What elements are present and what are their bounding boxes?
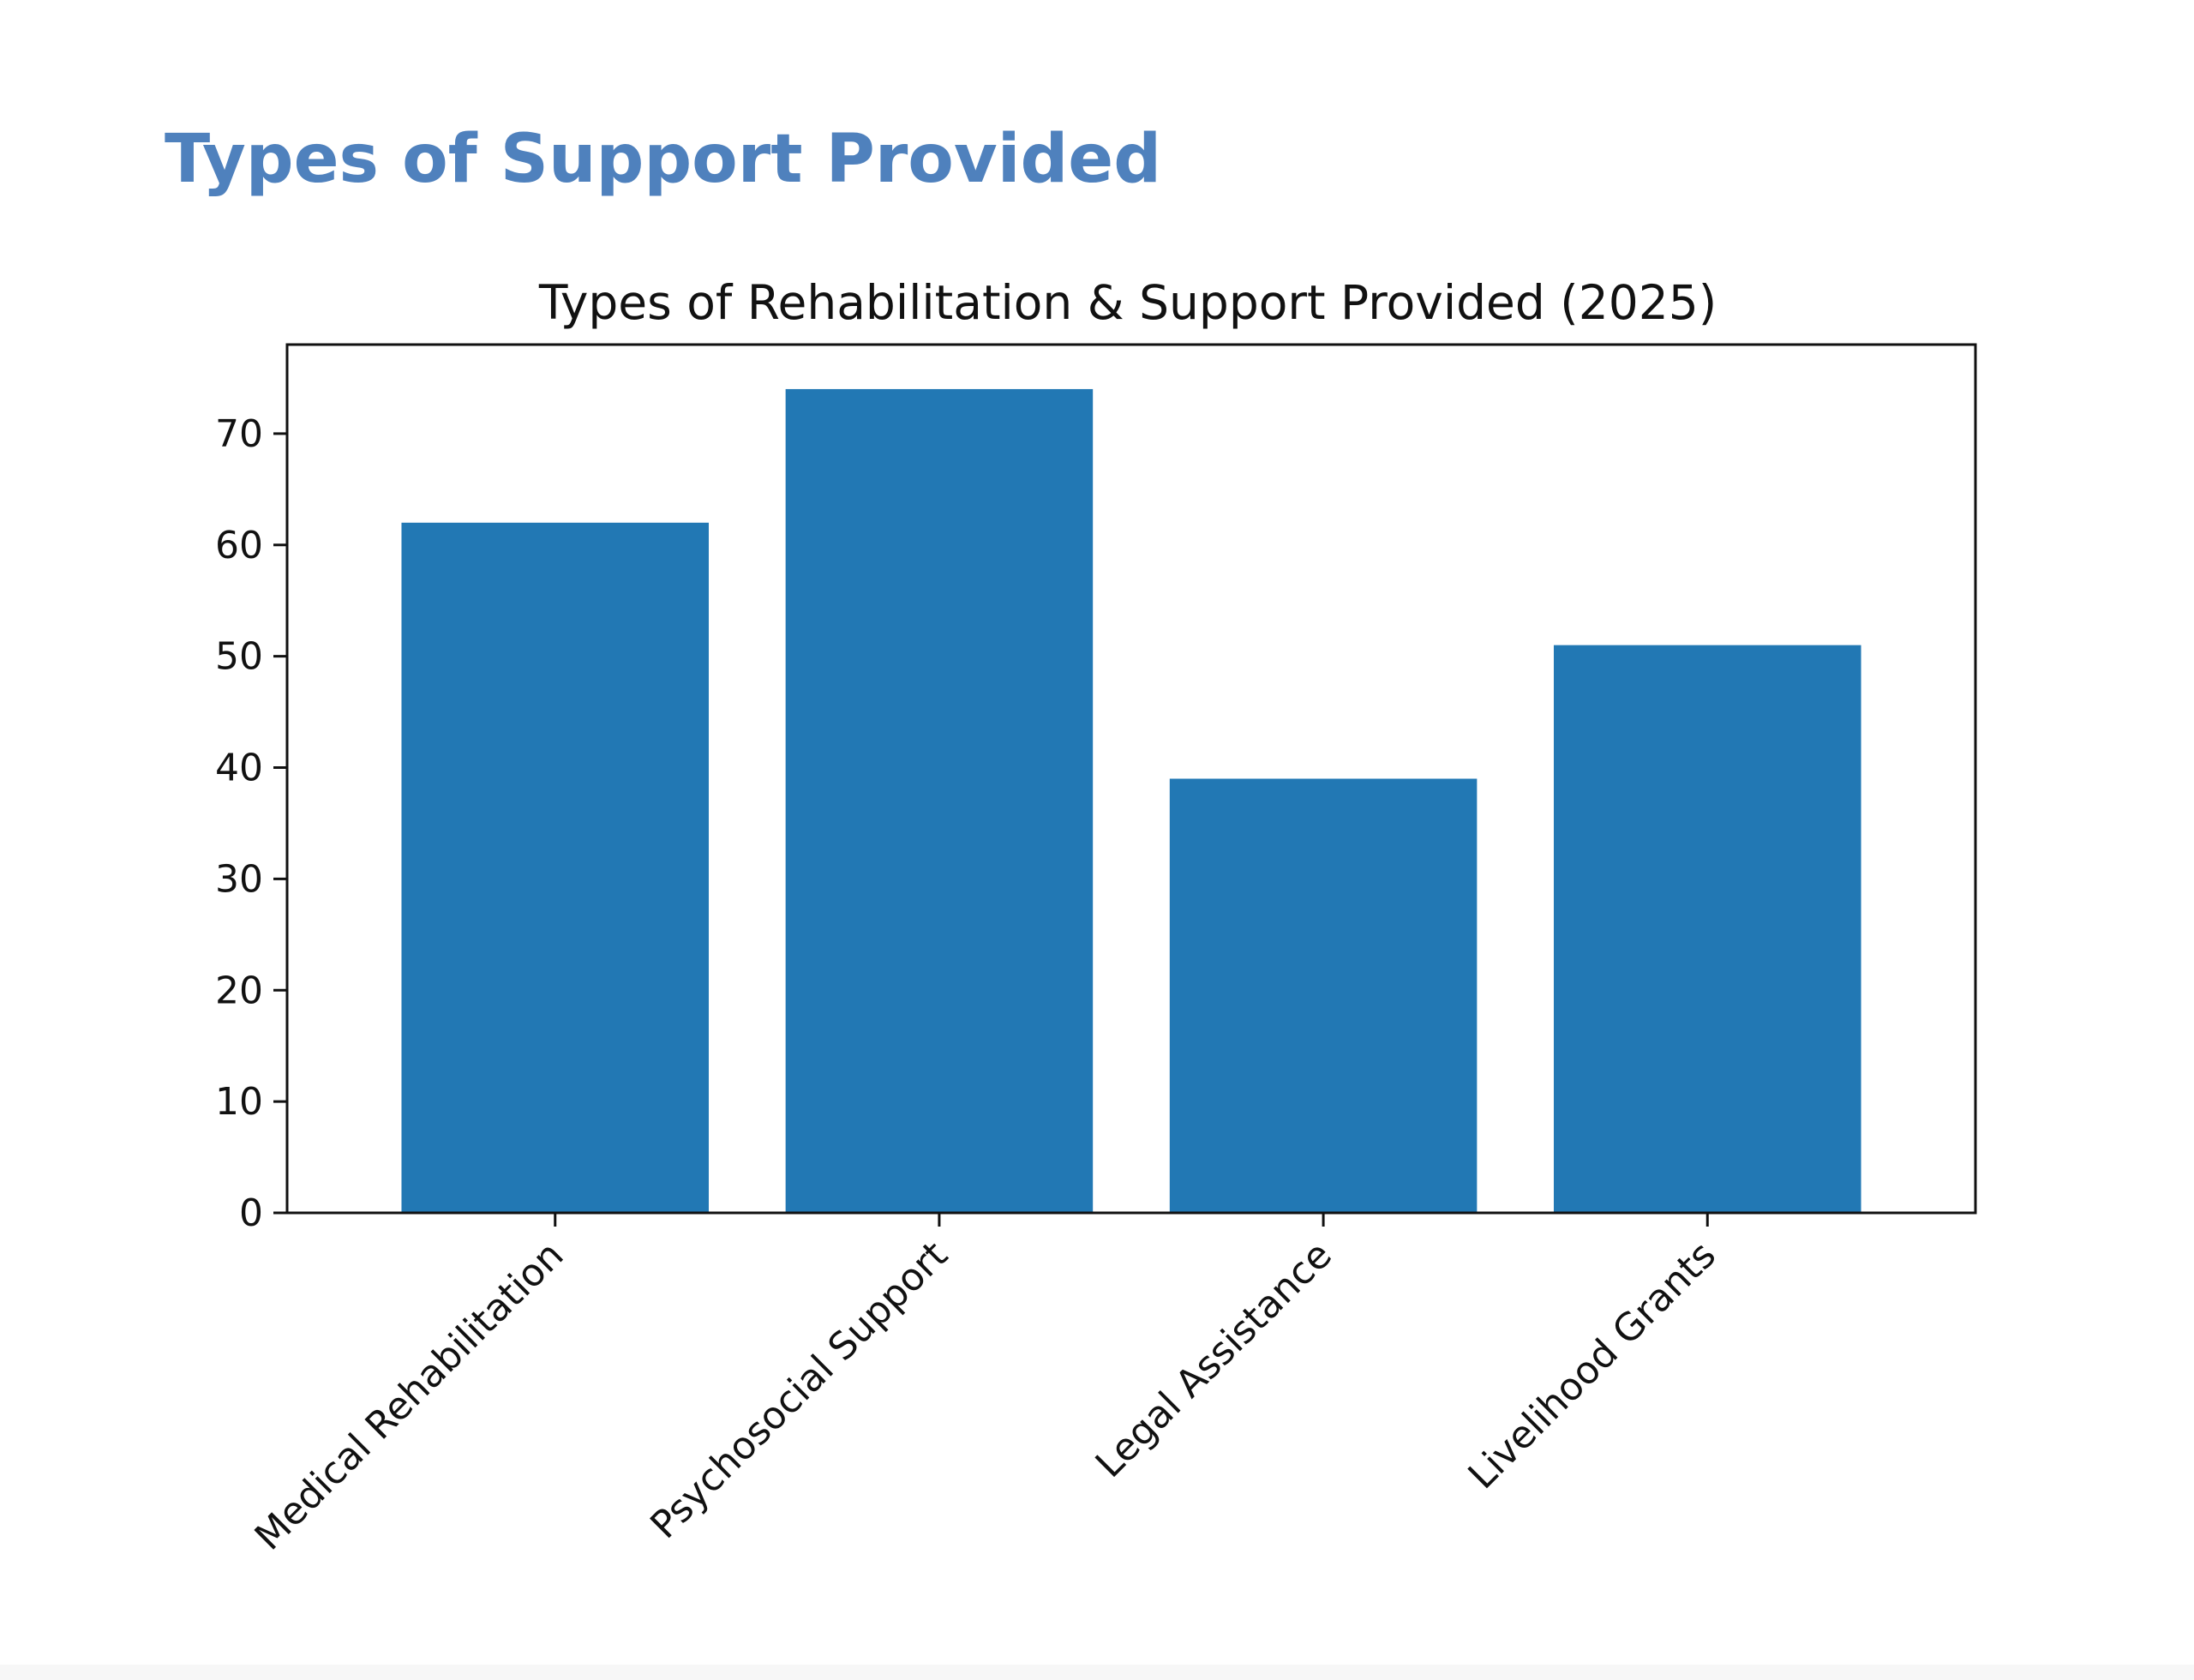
plot-frame xyxy=(285,343,1977,1215)
chart-title: Types of Rehabilitation & Support Provid… xyxy=(538,275,1717,330)
y-tick-label: 10 xyxy=(215,1080,263,1124)
bars-group xyxy=(401,388,1861,1213)
x-tick-label: Legal Assistance xyxy=(1088,1233,1340,1486)
y-tick-label: 70 xyxy=(215,412,263,456)
y-axis: 0 10 20 30 40 50 60 70 xyxy=(215,412,287,1235)
y-tick-label: 60 xyxy=(215,524,263,567)
x-tick-label: Psychosocial Support xyxy=(642,1233,956,1547)
y-tick-label: 40 xyxy=(215,747,263,790)
bar-medical-rehabilitation xyxy=(401,522,710,1213)
y-tick-label: 30 xyxy=(215,857,263,901)
bar-legal-assistance xyxy=(1169,778,1478,1213)
y-tick-label: 50 xyxy=(215,635,263,679)
x-axis: Medical Rehabilitation Psychosocial Suppo… xyxy=(247,1213,1724,1559)
section-heading: Types of Support Provided xyxy=(165,121,1162,198)
x-tick-label: Livelihood Grants xyxy=(1460,1233,1724,1497)
y-tick-label: 0 xyxy=(239,1191,263,1235)
bar-livelihood-grants xyxy=(1553,645,1861,1213)
bar-psychosocial-support xyxy=(785,388,1094,1213)
x-tick-label: Medical Rehabilitation xyxy=(247,1233,572,1559)
page-bottom-strip xyxy=(0,1665,2194,1680)
y-tick-label: 20 xyxy=(215,969,263,1012)
